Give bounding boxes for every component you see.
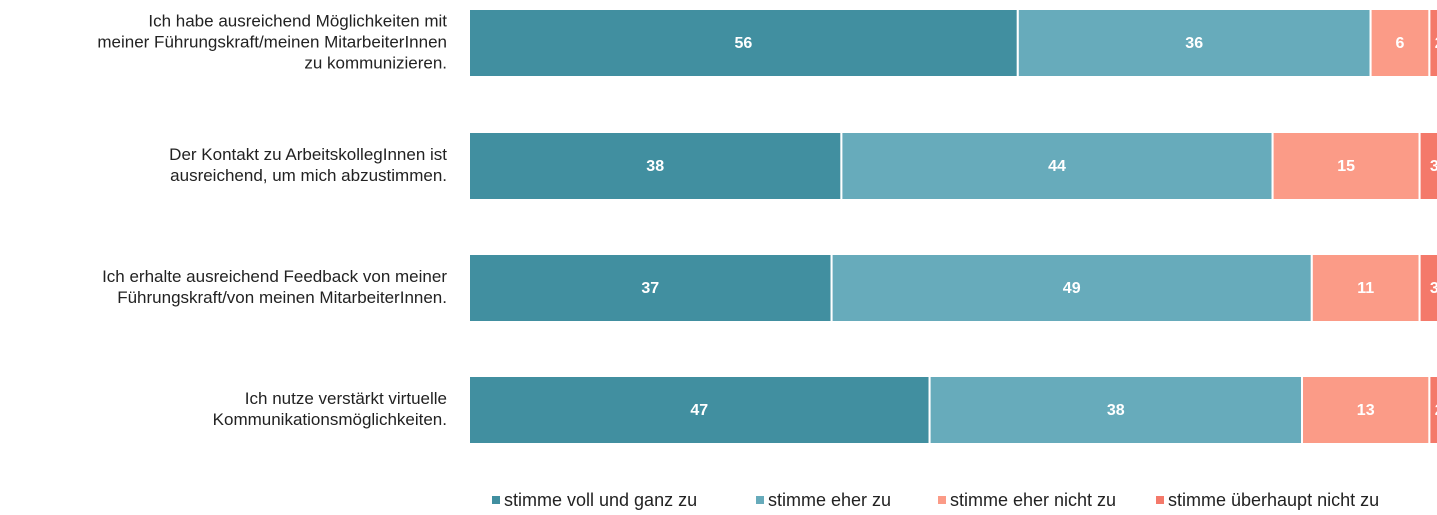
- legend-marker: [756, 496, 764, 504]
- category-label: Ich nutze verstärkt virtuelle: [245, 389, 447, 408]
- legend-label: stimme überhaupt nicht zu: [1168, 490, 1379, 510]
- category-label: Führungskraft/von meinen MitarbeiterInne…: [117, 288, 447, 307]
- bar-segment: [830, 253, 1313, 323]
- bar-segment: [1310, 253, 1421, 323]
- value-label: 11: [1357, 280, 1374, 297]
- value-label: 3: [1430, 158, 1437, 175]
- category-label: Ich habe ausreichend Möglichkeiten mit: [148, 11, 447, 30]
- legend-label: stimme eher zu: [768, 490, 891, 510]
- bar-segment: [1016, 8, 1372, 78]
- bar-segment: [468, 253, 833, 323]
- bar-segment: [1418, 253, 1437, 323]
- category-label: meiner Führungskraft/meinen MitarbeiterI…: [97, 32, 447, 51]
- legend-marker: [1156, 496, 1164, 504]
- category-label: Der Kontakt zu ArbeitskollegInnen ist: [169, 145, 447, 164]
- category-label: zu kommunizieren.: [304, 53, 447, 72]
- bar-segment: [1428, 8, 1437, 78]
- legend-label: stimme eher nicht zu: [950, 490, 1116, 510]
- legend-marker: [492, 496, 500, 504]
- legend-marker: [938, 496, 946, 504]
- value-label: 13: [1357, 402, 1375, 419]
- legend-label: stimme voll und ganz zu: [504, 490, 697, 510]
- value-label: 47: [690, 402, 708, 419]
- value-label: 37: [641, 280, 659, 297]
- bar-segment: [1428, 375, 1437, 445]
- bar-segment: [1418, 131, 1437, 201]
- bar-segment: [468, 8, 1019, 78]
- category-label: Kommunikationsmöglichkeiten.: [213, 410, 447, 429]
- value-label: 3: [1430, 280, 1437, 297]
- value-label: 2: [1435, 35, 1437, 52]
- category-label: Ich erhalte ausreichend Feedback von mei…: [102, 267, 447, 286]
- value-label: 2: [1435, 402, 1437, 419]
- bar-segment: [928, 375, 1303, 445]
- value-label: 15: [1337, 158, 1355, 175]
- value-label: 56: [735, 35, 753, 52]
- value-label: 36: [1185, 35, 1203, 52]
- value-label: 49: [1063, 280, 1081, 297]
- bar-segment: [468, 375, 931, 445]
- bar-segment: [1271, 131, 1421, 201]
- category-label: ausreichend, um mich abzustimmen.: [170, 166, 447, 185]
- value-label: 38: [1107, 402, 1125, 419]
- bar-segment: [1369, 8, 1431, 78]
- value-label: 6: [1396, 35, 1405, 52]
- value-label: 44: [1048, 158, 1066, 175]
- value-label: 38: [646, 158, 664, 175]
